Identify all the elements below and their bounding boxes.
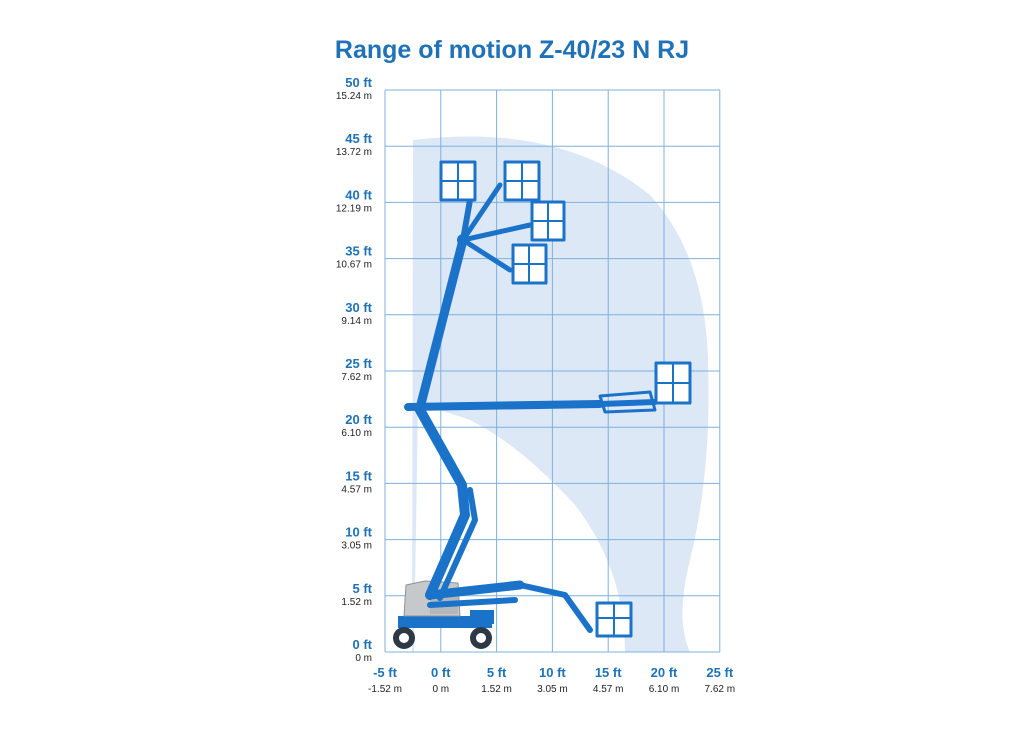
x-tick-label-ft: 25 ft [706, 665, 733, 680]
y-tick-label-ft: 45 ft [345, 131, 372, 146]
x-tick-label-m: 0 m [432, 684, 449, 695]
lower-boom [414, 402, 478, 601]
y-tick-label-ft: 20 ft [345, 412, 372, 427]
x-tick-label-ft: 15 ft [595, 665, 622, 680]
y-tick-label-m: 7.62 m [341, 372, 372, 383]
y-tick-label-ft: 15 ft [345, 468, 372, 483]
y-tick-label-ft: 50 ft [345, 75, 372, 90]
x-axis: -5 ft -1.52 m 0 ft 0 m 5 ft 1.52 m 10 ft 3.05 m… [368, 665, 735, 695]
x-tick-label-m: 3.05 m [537, 684, 568, 695]
y-tick-label-ft: 10 ft [345, 525, 372, 540]
x-tick-label-ft: 5 ft [487, 665, 507, 680]
boom-lift-icon [393, 160, 692, 649]
x-tick-label-ft: 10 ft [539, 665, 566, 680]
x-tick-label-m: 7.62 m [705, 684, 736, 695]
y-tick-label-m: 3.05 m [341, 541, 372, 552]
page-title: Range of motion Z-40/23 N RJ [334, 36, 690, 64]
y-tick-label-ft: 0 ft [353, 637, 373, 652]
y-tick-label-m: 0 m [355, 653, 372, 664]
y-tick-label-m: 6.10 m [341, 428, 372, 439]
y-tick-label-ft: 5 ft [353, 581, 373, 596]
y-tick-label-m: 13.72 m [336, 147, 372, 158]
x-tick-label-m: 4.57 m [593, 684, 624, 695]
boom-position-vertical [415, 160, 566, 413]
x-tick-label-ft: -5 ft [373, 665, 398, 680]
y-tick-label-ft: 35 ft [345, 244, 372, 259]
y-tick-label-m: 1.52 m [341, 597, 372, 608]
y-tick-label-ft: 40 ft [345, 187, 372, 202]
y-tick-label-m: 10.67 m [336, 260, 372, 271]
x-tick-label-ft: 20 ft [651, 665, 678, 680]
y-tick-label-m: 15.24 m [336, 91, 372, 102]
x-tick-label-m: 1.52 m [481, 684, 512, 695]
x-tick-label-m: 6.10 m [649, 684, 680, 695]
x-tick-label-m: -1.52 m [368, 684, 402, 695]
x-tick-label-ft: 0 ft [431, 665, 451, 680]
y-tick-label-m: 9.14 m [341, 316, 372, 327]
working-envelope [412, 136, 709, 652]
y-tick-label-m: 4.57 m [341, 484, 372, 495]
y-tick-label-ft: 25 ft [345, 356, 372, 371]
y-axis: 0 ft0 m 5 ft1.52 m 10 ft3.05 m 15 ft4.57 m 2… [336, 75, 373, 664]
y-tick-label-m: 12.19 m [336, 203, 372, 214]
boom-position-horizontal [404, 361, 692, 414]
y-tick-label-ft: 30 ft [345, 300, 372, 315]
